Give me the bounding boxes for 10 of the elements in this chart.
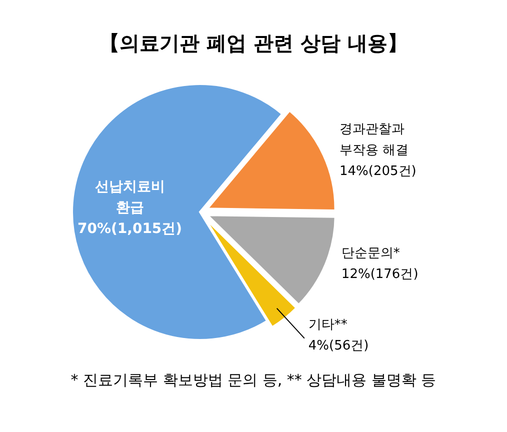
slice-label: 선납치료비 환급 bbox=[94, 178, 165, 216]
slice-label: 기타** bbox=[308, 317, 348, 332]
data-label: 12%(176건) bbox=[341, 266, 418, 282]
data-label: 14%(205건) bbox=[339, 164, 416, 179]
chart-title: 【의료기관 폐업 관련 상담 내용】 bbox=[100, 31, 408, 55]
slice-label: 단순문의* bbox=[341, 246, 400, 261]
data-label: 4%(56건) bbox=[308, 338, 369, 354]
data-label: 70%(1,015건) bbox=[77, 220, 182, 237]
text: * 진료기록부 확보방법 문의 등, ** 상담내용 불명확 등 bbox=[70, 371, 436, 389]
slice-label: 경과관찰과 부작용 해결 bbox=[339, 122, 409, 158]
